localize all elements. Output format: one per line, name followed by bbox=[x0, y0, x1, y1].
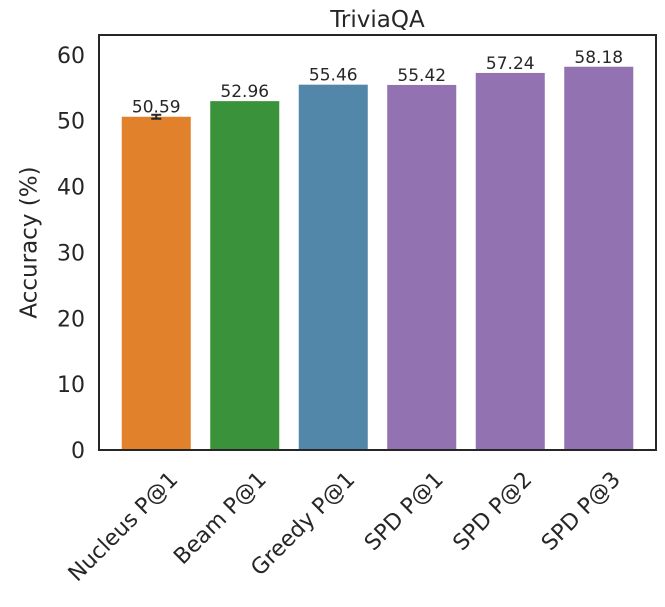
y-tick-label: 10 bbox=[57, 373, 85, 398]
plot-frame bbox=[98, 34, 657, 451]
data-label: 55.42 bbox=[397, 66, 446, 86]
y-tick-label: 40 bbox=[57, 176, 85, 201]
x-tick-label: Nucleus P@1 bbox=[64, 467, 183, 586]
data-label: 55.46 bbox=[309, 66, 358, 86]
bar bbox=[475, 72, 545, 450]
y-tick-label: 0 bbox=[71, 439, 85, 464]
y-tick-label: 60 bbox=[57, 44, 85, 69]
x-tick-label: SPD P@1 bbox=[360, 467, 449, 556]
x-tick-label: SPD P@2 bbox=[449, 467, 538, 556]
bar bbox=[564, 66, 634, 450]
error-bars bbox=[151, 113, 162, 120]
data-label: 57.24 bbox=[486, 54, 535, 74]
bar bbox=[387, 84, 457, 450]
bars bbox=[121, 66, 634, 451]
data-label: 58.18 bbox=[574, 48, 623, 68]
y-tick-label: 50 bbox=[57, 110, 85, 135]
data-label: 52.96 bbox=[220, 82, 269, 102]
data-label: 50.59 bbox=[132, 98, 181, 118]
bar bbox=[121, 116, 191, 450]
chart-title: TriviaQA bbox=[329, 7, 425, 33]
y-axis-label: Accuracy (%) bbox=[17, 166, 43, 318]
x-tick-label: SPD P@3 bbox=[537, 467, 626, 556]
y-tick-label: 30 bbox=[57, 241, 85, 266]
y-tick-label: 20 bbox=[57, 307, 85, 332]
data-labels: 50.59 52.96 55.46 55.42 57.24 58.18 bbox=[132, 48, 623, 118]
bar bbox=[210, 101, 280, 450]
y-axis-ticks: 0 10 20 30 40 50 60 bbox=[57, 44, 85, 464]
bar bbox=[298, 84, 368, 451]
